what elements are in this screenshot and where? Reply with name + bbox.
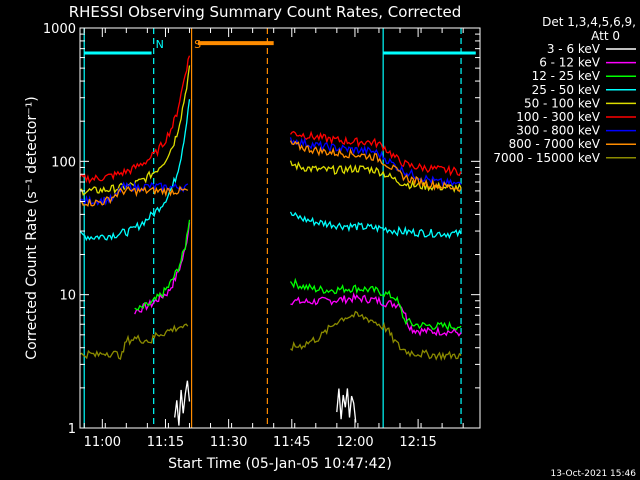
y-tick-label-3: 1000 — [43, 22, 76, 37]
series-line-6 — [80, 136, 462, 207]
x-tick-label-3: 11:45 — [273, 435, 310, 450]
legend-label-4: 50 - 100 keV — [524, 96, 601, 110]
x-tick-label-1: 11:15 — [147, 435, 184, 450]
legend-label-2: 12 - 25 keV — [532, 69, 601, 83]
series-line-0 — [174, 380, 357, 426]
x-axis-label: Start Time (05-Jan-05 10:47:42) — [168, 456, 392, 472]
legend-header-line-2: Att 0 — [591, 29, 620, 43]
chart-title: RHESSI Observing Summary Count Rates, Co… — [69, 3, 462, 21]
y-axis-label: Corrected Count Rate (s⁻¹ detector⁻¹) — [24, 96, 40, 359]
legend-label-3: 25 - 50 keV — [532, 83, 601, 97]
plot-frame — [79, 27, 481, 429]
legend-label-7: 800 - 7000 keV — [509, 137, 601, 151]
legend-label-1: 6 - 12 keV — [539, 56, 601, 70]
series-line-2 — [134, 219, 462, 332]
y-tick-label-1: 10 — [59, 289, 76, 304]
series-line-5 — [80, 55, 462, 184]
series-line-3 — [80, 99, 462, 242]
series-line-8 — [80, 310, 462, 362]
legend-header-line-1: Det 1,3,4,5,6,9, — [542, 15, 636, 29]
footer-date: 13-Oct-2021 15:46 — [551, 469, 637, 479]
x-tick-label-2: 11:30 — [210, 435, 247, 450]
x-tick-label-0: 11:00 — [84, 435, 121, 450]
series-line-7 — [80, 140, 462, 207]
legend-label-6: 300 - 800 keV — [516, 124, 600, 138]
axes: N S 1 10 100 1000 11:00 11:15 11:30 11:45 12:00 12:… — [43, 22, 480, 450]
legend-label-8: 7000 - 15000 keV — [493, 151, 600, 165]
plot-area — [80, 28, 476, 428]
marker-label-n: N — [156, 38, 164, 51]
legend-label-5: 100 - 300 keV — [516, 110, 600, 124]
y-tick-label-2: 100 — [51, 155, 76, 170]
y-tick-label-0: 1 — [68, 422, 76, 437]
x-tick-label-4: 12:00 — [336, 435, 373, 450]
marker-label-s: S — [194, 38, 201, 51]
legend-label-0: 3 - 6 keV — [547, 42, 601, 56]
x-tick-label-5: 12:15 — [399, 435, 436, 450]
